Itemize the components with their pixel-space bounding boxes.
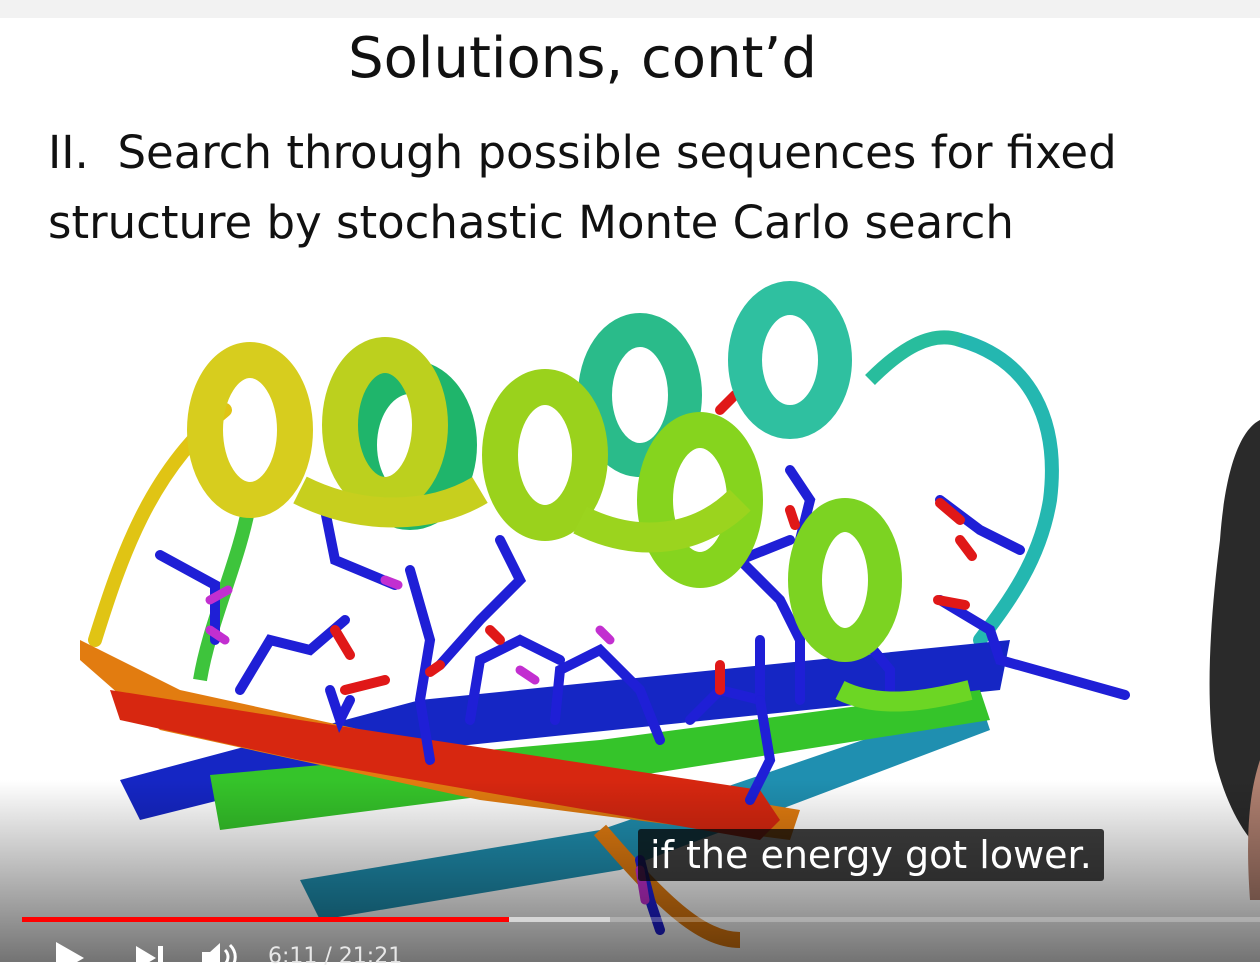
next-button[interactable] [134, 944, 168, 970]
top-strip [0, 0, 1260, 18]
slide-body-line-2: structure by stochastic Monte Carlo sear… [48, 196, 1014, 249]
slide-title: Solutions, cont’d [348, 26, 817, 91]
next-icon [136, 946, 163, 970]
volume-icon [202, 943, 237, 971]
play-icon [56, 942, 84, 974]
player-controls [0, 930, 1260, 974]
slide-body: II. Search through possible sequences fo… [48, 118, 1208, 258]
play-button[interactable] [52, 940, 86, 974]
progress-bar[interactable] [22, 917, 1260, 922]
slide-body-line-1: II. Search through possible sequences fo… [48, 126, 1117, 179]
subtitle-caption: if the energy got lower. [638, 829, 1104, 881]
time-display: 6:11 / 21:21 [268, 944, 403, 969]
volume-button[interactable] [200, 940, 244, 972]
progress-played [22, 917, 510, 922]
